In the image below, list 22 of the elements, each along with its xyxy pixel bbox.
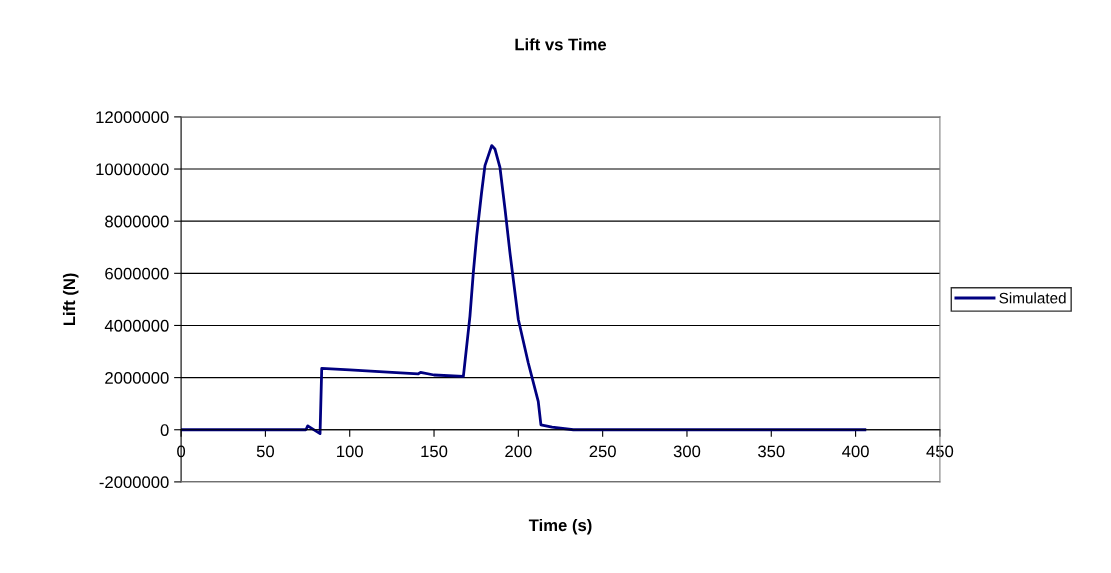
line-series — [181, 144, 867, 436]
x-tick-label: 300 — [673, 445, 701, 458]
x-tick-label: 150 — [421, 445, 448, 458]
y-tick-label: 0 — [160, 424, 169, 436]
x-tick-label: 200 — [505, 445, 532, 458]
x-tick-label: 450 — [926, 445, 954, 458]
legend-label: Simulated — [999, 292, 1066, 304]
y-axis-title: Lift (N) — [62, 273, 79, 326]
x-tick-label: 250 — [589, 445, 616, 458]
y-tick-label: 8000000 — [105, 215, 169, 228]
y-tick-label: 2000000 — [105, 372, 169, 384]
x-tick-label: 100 — [337, 445, 363, 458]
x-tick-label: 350 — [758, 445, 785, 458]
chart-title: Lift vs Time — [515, 38, 607, 51]
y-tick-label: 6000000 — [105, 267, 169, 280]
x-axis-title: Time (s) — [528, 518, 592, 535]
y-tick-label: 10000000 — [96, 163, 169, 176]
y-tick-label: 12000000 — [96, 111, 169, 124]
y-tick-label: 4000000 — [104, 319, 169, 332]
y-tick-label: -2000000 — [99, 476, 169, 489]
x-tick-label: 50 — [256, 445, 275, 458]
x-tick-label: 400 — [842, 445, 869, 458]
